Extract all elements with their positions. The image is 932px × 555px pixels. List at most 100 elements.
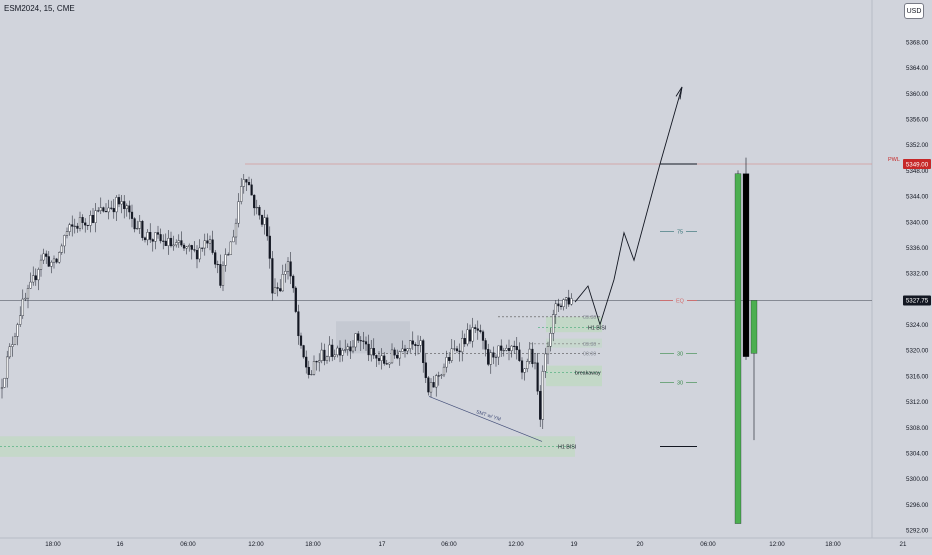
candle-body <box>533 362 537 364</box>
candle-body <box>201 247 204 249</box>
candle <box>117 194 121 208</box>
candle <box>336 345 339 358</box>
candle <box>565 297 568 309</box>
candle <box>8 343 11 359</box>
candle-body <box>362 340 365 342</box>
candle <box>351 339 355 354</box>
candle <box>302 344 305 359</box>
candle-body <box>91 215 95 223</box>
y-tick-label: 5368.00 <box>906 40 929 47</box>
candle-body <box>310 374 313 376</box>
candle <box>487 343 490 367</box>
candle-body <box>396 354 399 359</box>
candle-body <box>8 346 11 358</box>
candle <box>260 214 264 227</box>
candle <box>338 340 342 363</box>
candle-body <box>214 252 217 265</box>
candle-body <box>164 240 167 246</box>
candle <box>375 354 378 367</box>
candle-body <box>29 281 32 289</box>
candle <box>172 235 175 251</box>
candle <box>476 320 479 340</box>
candle <box>16 322 19 346</box>
candle-body <box>297 311 300 337</box>
candle <box>494 354 498 367</box>
bisi-zone-lower <box>0 436 575 457</box>
candle <box>281 264 284 292</box>
y-tick-label: 5304.00 <box>906 450 929 457</box>
candle-body <box>375 355 378 359</box>
candle <box>255 199 258 215</box>
projection-arrowhead <box>675 86 683 100</box>
candle <box>0 378 4 399</box>
candle <box>120 194 123 214</box>
candle-body <box>422 340 425 363</box>
candle-body <box>221 265 225 286</box>
candle-body <box>505 348 508 351</box>
candle-body <box>156 232 160 235</box>
candle-body <box>479 330 482 332</box>
candle-body <box>364 341 368 345</box>
candle-body <box>180 240 183 246</box>
y-tick-label: 5316.00 <box>906 373 929 380</box>
candle-body <box>97 210 100 212</box>
candle-body <box>78 217 82 229</box>
candle <box>50 260 53 274</box>
candle-body <box>424 362 427 378</box>
candle-body <box>120 201 123 205</box>
candle-body <box>380 355 383 361</box>
candle <box>406 348 409 355</box>
y-tick-label: 5348.00 <box>906 168 929 175</box>
candle-body <box>333 354 336 357</box>
candle-body <box>377 358 381 361</box>
l75-label: 75 <box>677 229 683 235</box>
candle-body <box>65 231 69 236</box>
candle-body <box>468 329 472 342</box>
candle-body <box>146 232 149 241</box>
candle <box>401 340 404 352</box>
candle <box>60 243 63 255</box>
y-tick-label: 5312.00 <box>906 399 929 406</box>
candle-body <box>531 348 534 364</box>
candle <box>11 336 14 357</box>
candle <box>292 274 295 293</box>
candle <box>510 345 513 358</box>
candle-body <box>169 237 173 247</box>
candle-body <box>513 345 516 347</box>
breakaway-zone <box>546 365 602 387</box>
candle <box>133 217 136 233</box>
candle <box>385 359 388 365</box>
candle-body <box>138 221 141 229</box>
l30a-label-bg <box>674 349 686 358</box>
currency-button[interactable]: USD <box>904 3 924 19</box>
candle-body <box>414 344 417 346</box>
candle-body <box>263 217 266 225</box>
candle-body <box>130 211 134 219</box>
h1-bisi-lower-label: H1 BISI <box>558 445 576 451</box>
candle <box>193 241 196 253</box>
candle-body <box>76 225 79 229</box>
candle <box>151 238 154 252</box>
candle <box>284 263 287 283</box>
candle-body <box>403 348 407 352</box>
candle-body <box>102 207 105 212</box>
candle-body <box>71 224 74 227</box>
candle-body <box>245 179 248 183</box>
candle-body <box>500 345 503 351</box>
candle-body <box>284 271 287 275</box>
candle <box>398 350 401 366</box>
candle-body <box>409 340 412 349</box>
candle <box>19 306 22 327</box>
candle <box>237 193 240 228</box>
candle <box>341 348 344 362</box>
y-tick-label: 5320.00 <box>906 348 929 355</box>
candle <box>180 231 183 247</box>
candle <box>492 346 495 365</box>
candle <box>273 278 277 294</box>
candle-body <box>185 246 188 249</box>
candle-body <box>552 314 555 334</box>
y-tick-label: 5308.00 <box>906 425 929 432</box>
candle-body <box>401 348 404 352</box>
